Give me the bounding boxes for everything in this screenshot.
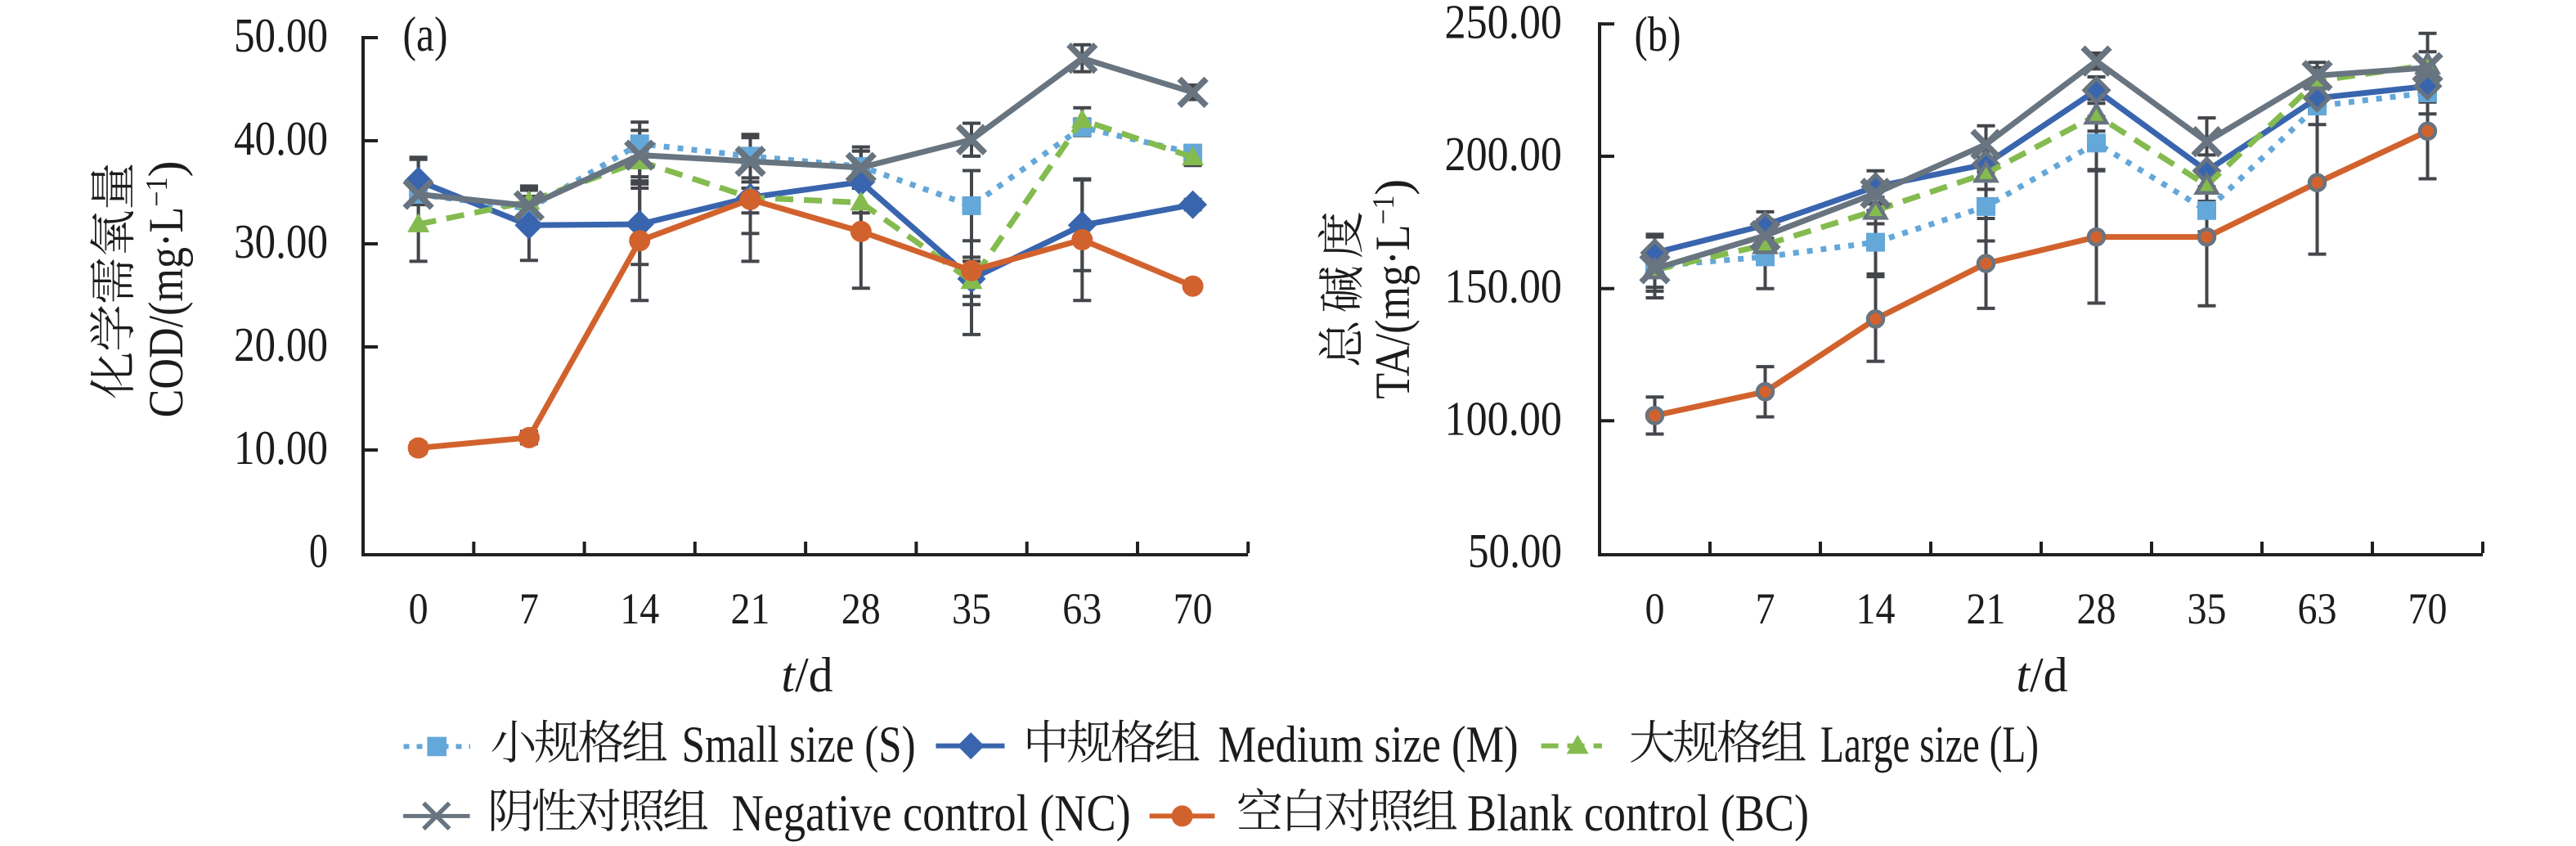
svg-text:): )	[1366, 179, 1420, 196]
svg-text:(b): (b)	[1635, 7, 1681, 61]
svg-text:−1: −1	[1367, 196, 1401, 225]
svg-text:Small size (S): Small size (S)	[682, 715, 916, 773]
svg-text:28: 28	[841, 584, 881, 633]
svg-text:7: 7	[519, 584, 539, 633]
svg-text:10.00: 10.00	[234, 421, 328, 475]
svg-text:t/d: t/d	[2016, 648, 2067, 702]
svg-text:70: 70	[2408, 584, 2448, 633]
svg-text:35: 35	[952, 584, 991, 633]
svg-text:200.00: 200.00	[1445, 127, 1563, 181]
svg-text:70: 70	[1174, 584, 1213, 633]
svg-text:30.00: 30.00	[234, 214, 328, 268]
svg-text:28: 28	[2077, 584, 2116, 633]
svg-text:14: 14	[620, 584, 659, 633]
svg-text:21: 21	[1967, 584, 2006, 633]
svg-text:0: 0	[1645, 584, 1665, 633]
svg-text:50.00: 50.00	[1468, 524, 1562, 578]
svg-text:63: 63	[2298, 584, 2337, 633]
svg-text:21: 21	[731, 584, 770, 633]
svg-text:35: 35	[2188, 584, 2227, 633]
svg-text:Negative control (NC): Negative control (NC)	[732, 784, 1131, 842]
svg-text:63: 63	[1062, 584, 1102, 633]
svg-text:0: 0	[409, 584, 429, 633]
svg-text:Blank control (BC): Blank control (BC)	[1467, 784, 1809, 842]
svg-text:7: 7	[1756, 584, 1775, 633]
svg-text:100.00: 100.00	[1445, 391, 1563, 445]
svg-text:40.00: 40.00	[234, 111, 328, 165]
svg-text:150.00: 150.00	[1445, 259, 1563, 313]
svg-text:0: 0	[309, 524, 328, 578]
svg-text:50.00: 50.00	[234, 8, 328, 62]
svg-text:COD/(mg·L: COD/(mg·L	[139, 207, 193, 418]
svg-text:(a): (a)	[403, 7, 448, 61]
svg-text:250.00: 250.00	[1445, 0, 1563, 48]
svg-text:Large size (L): Large size (L)	[1820, 715, 2039, 773]
svg-text:20.00: 20.00	[234, 317, 328, 371]
svg-text:): )	[139, 160, 193, 177]
svg-text:14: 14	[1856, 584, 1896, 633]
svg-text:Medium size (M): Medium size (M)	[1218, 715, 1519, 773]
svg-text:−1: −1	[140, 177, 174, 206]
svg-text:t/d: t/d	[781, 648, 832, 702]
svg-text:TA/(mg·L: TA/(mg·L	[1366, 225, 1420, 399]
